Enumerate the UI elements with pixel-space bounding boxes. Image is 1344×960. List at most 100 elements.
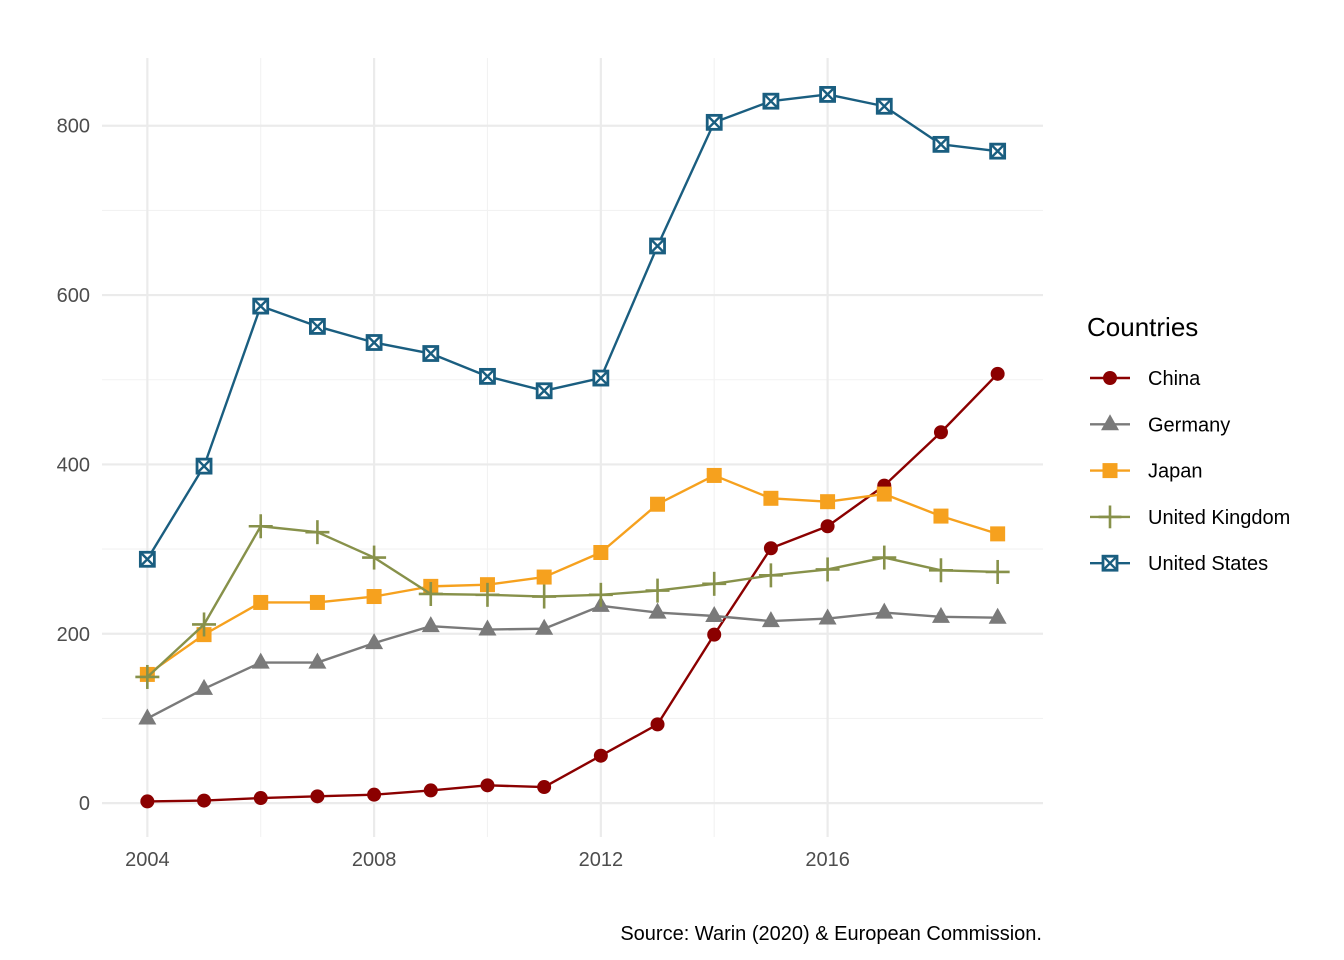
data-point-japan [763, 490, 779, 506]
data-point-united-kingdom [532, 584, 557, 609]
data-point-united-kingdom [248, 514, 273, 539]
x-tick-label: 2012 [579, 849, 624, 871]
data-point-united-states-diag2 [366, 334, 382, 351]
data-point-japan-shape [990, 526, 1006, 542]
data-point-japan-shape [763, 490, 779, 506]
data-point-japan [253, 594, 269, 610]
legend-label-united-states: United States [1148, 553, 1268, 575]
data-point-china [310, 789, 325, 804]
data-point-japan [536, 569, 552, 585]
data-point-germany-shape [988, 607, 1007, 624]
data-point-japan [366, 589, 382, 605]
data-point-china-shape [480, 778, 495, 793]
data-point-germany-shape [308, 652, 327, 669]
data-point-united-states [422, 345, 440, 362]
data-point-united-states [649, 237, 666, 255]
legend-marker-japan-shape [1102, 463, 1118, 479]
data-point-germany [761, 611, 780, 628]
data-point-china [593, 748, 608, 763]
data-point-germany [705, 606, 724, 623]
legend-item-china: China [1090, 368, 1201, 390]
data-point-japan-shape [706, 467, 722, 483]
data-point-united-states-diag2 [706, 114, 723, 131]
data-point-germany-shape [648, 602, 667, 619]
data-point-united-states-diag2 [763, 93, 779, 110]
series-united-states [138, 86, 1007, 568]
data-point-germany-shape [138, 708, 157, 725]
y-tick-label: 600 [57, 285, 90, 307]
data-point-germany-shape [535, 618, 554, 635]
data-point-united-kingdom [815, 557, 840, 582]
data-point-united-states-diag2 [422, 345, 439, 362]
data-point-japan [706, 467, 722, 483]
data-point-china [480, 778, 495, 793]
data-point-china [537, 780, 552, 795]
data-point-china-shape [763, 541, 778, 556]
data-point-germany [195, 678, 214, 695]
data-point-germany [988, 607, 1007, 624]
data-point-germany-shape [251, 652, 270, 669]
data-point-japan-shape [933, 508, 949, 524]
data-point-china [140, 794, 155, 809]
legend-item-germany: Germany [1090, 414, 1230, 436]
data-point-china-shape [140, 794, 155, 809]
data-point-united-states-diag2 [252, 298, 269, 314]
data-point-japan [309, 594, 325, 610]
data-point-united-states [989, 142, 1007, 160]
data-point-united-states [138, 550, 156, 568]
data-point-germany-shape [705, 606, 724, 623]
data-point-united-states [535, 382, 553, 400]
data-point-china-shape [820, 519, 835, 534]
legend-marker-china-shape [1103, 371, 1117, 385]
data-point-germany-shape [818, 608, 837, 625]
data-point-china-shape [707, 627, 722, 642]
data-point-china [820, 519, 835, 534]
data-point-united-states [819, 86, 836, 103]
y-tick-label: 200 [57, 624, 90, 646]
series-japan [139, 467, 1006, 682]
data-point-united-kingdom [645, 578, 670, 603]
data-point-united-kingdom [192, 612, 217, 637]
data-point-united-states [762, 92, 780, 110]
legend: Countries China Germany Japan United Kingdo… [1087, 312, 1290, 575]
data-point-united-states-diag2 [479, 368, 496, 385]
x-tick-label: 2008 [352, 849, 397, 871]
data-point-united-kingdom [985, 559, 1010, 584]
legend-marker-germany [1101, 414, 1119, 431]
series-line-china [147, 372, 999, 803]
data-point-japan [990, 526, 1006, 542]
data-point-united-states-diag2 [309, 318, 326, 335]
data-point-japan [820, 494, 836, 510]
data-point-china-shape [650, 717, 665, 732]
data-point-japan [650, 496, 666, 512]
data-point-japan [593, 544, 609, 560]
data-point-china-shape [253, 791, 268, 806]
data-point-germany-shape [761, 611, 780, 628]
data-point-japan [933, 508, 949, 524]
data-point-united-kingdom [305, 520, 330, 545]
data-point-united-kingdom [702, 571, 727, 596]
data-point-china-shape [197, 793, 212, 808]
legend-label-germany: Germany [1148, 414, 1230, 436]
data-point-united-states-diag2 [876, 98, 893, 115]
series-line-united-kingdom [146, 525, 998, 678]
x-tick-label: 2004 [125, 849, 170, 871]
data-point-china [253, 791, 268, 806]
series-germany [138, 595, 1007, 725]
data-point-china-shape [367, 787, 382, 802]
data-point-germany [251, 652, 270, 669]
series-line-united-states [146, 93, 998, 560]
data-point-germany [648, 602, 667, 619]
chart-caption: Source: Warin (2020) & European Commissi… [620, 923, 1042, 945]
data-point-united-states-diag2 [196, 458, 212, 474]
data-point-united-kingdom [928, 558, 953, 583]
data-point-united-states [705, 113, 723, 131]
data-point-germany-shape [875, 602, 894, 619]
data-point-united-states [252, 297, 270, 315]
data-point-united-states [309, 318, 326, 335]
series-line-germany [146, 604, 998, 720]
data-point-germany [875, 602, 894, 619]
data-point-united-states [875, 97, 893, 115]
data-point-japan-shape [253, 594, 269, 610]
